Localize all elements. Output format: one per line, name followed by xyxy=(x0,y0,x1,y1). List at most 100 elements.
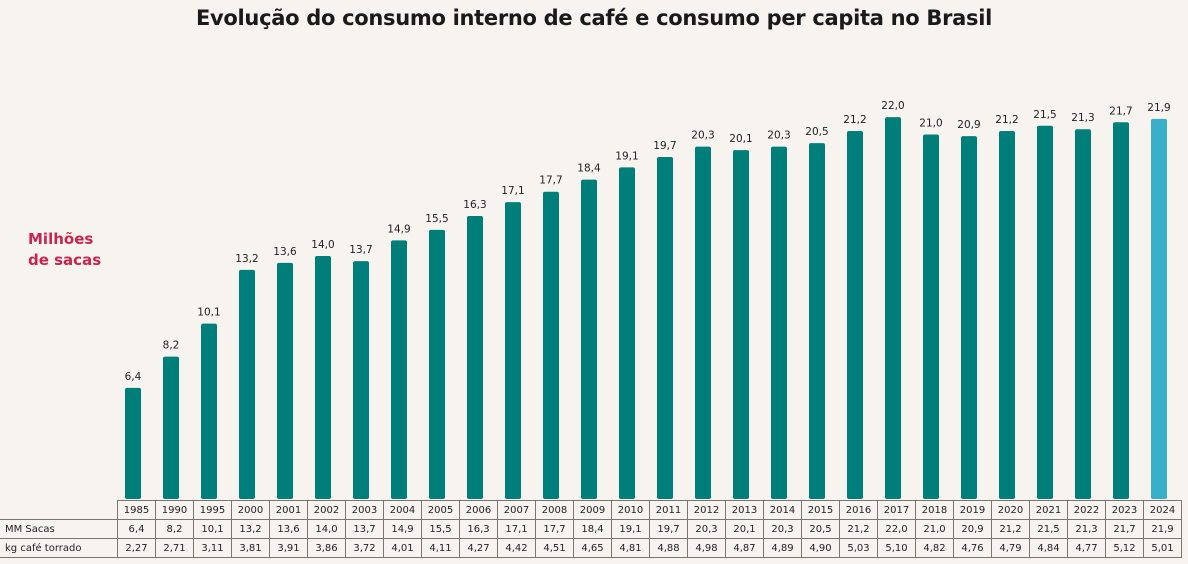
data-label-2000: 13,2 xyxy=(235,253,258,265)
data-label-2012: 20,3 xyxy=(691,130,714,142)
y-axis-label-line-1: Milhões xyxy=(28,230,94,248)
mm-sacas-cell-2019: 20,9 xyxy=(953,519,992,539)
kg-cafe-cell-2001: 3,91 xyxy=(269,538,308,558)
mm-sacas-cell-2015: 20,5 xyxy=(801,519,840,539)
kg-cafe-cell-2008: 4,51 xyxy=(535,538,574,558)
kg-cafe-cell-2005: 4,11 xyxy=(421,538,460,558)
year-cell-2006: 2006 xyxy=(459,500,498,520)
data-label-2007: 17,1 xyxy=(501,185,524,197)
mm-sacas-cell-2016: 21,2 xyxy=(839,519,878,539)
year-cell-2009: 2009 xyxy=(573,500,612,520)
table-row-years: 1985 1990 1995 2000 2001 2002 2003 2004 2005 2006… xyxy=(0,500,1182,520)
mm-sacas-cell-2010: 19,1 xyxy=(611,519,650,539)
mm-sacas-cell-2017: 22,0 xyxy=(877,519,916,539)
mm-sacas-cell-2000: 13,2 xyxy=(231,519,270,539)
data-label-2008: 17,7 xyxy=(539,175,562,187)
year-cell-2001: 2001 xyxy=(269,500,308,520)
data-label-2019: 20,9 xyxy=(957,119,980,131)
data-label-2014: 20,3 xyxy=(767,130,790,142)
bar-2024 xyxy=(1151,118,1167,499)
year-cell-2008: 2008 xyxy=(535,500,574,520)
table-row-mm-sacas: MM Sacas 6,4 8,2 10,1 13,2 13,6 14,0 13,7 14,9 15… xyxy=(0,519,1182,539)
data-label-2010: 19,1 xyxy=(615,150,638,162)
data-label-2024: 21,9 xyxy=(1147,102,1170,114)
year-cell-2005: 2005 xyxy=(421,500,460,520)
bar-2009 xyxy=(581,179,597,500)
year-cell-2020: 2020 xyxy=(991,500,1030,520)
kg-cafe-cell-2000: 3,81 xyxy=(231,538,270,558)
year-cell-2024: 2024 xyxy=(1143,500,1182,520)
data-label-2018: 21,0 xyxy=(919,117,942,129)
kg-cafe-cell-1985: 2,27 xyxy=(117,538,156,558)
mm-sacas-cell-2020: 21,2 xyxy=(991,519,1030,539)
kg-cafe-cell-2022: 4,77 xyxy=(1067,538,1106,558)
bar-2023 xyxy=(1113,122,1129,500)
mm-sacas-cell-2014: 20,3 xyxy=(763,519,802,539)
row-label-mm-sacas: MM Sacas xyxy=(0,519,118,539)
kg-cafe-cell-1995: 3,11 xyxy=(193,538,232,558)
bar-2005 xyxy=(429,229,445,500)
mm-sacas-cell-2002: 14,0 xyxy=(307,519,346,539)
year-cell-1995: 1995 xyxy=(193,500,232,520)
data-label-2002: 14,0 xyxy=(311,239,334,251)
bar-2014 xyxy=(771,146,787,500)
year-cell-2000: 2000 xyxy=(231,500,270,520)
year-cell-2014: 2014 xyxy=(763,500,802,520)
bar-2012 xyxy=(695,146,711,500)
year-cell-2012: 2012 xyxy=(687,500,726,520)
year-cell-2021: 2021 xyxy=(1029,500,1068,520)
data-table: 1985 1990 1995 2000 2001 2002 2003 2004 2005 2006… xyxy=(0,500,1182,558)
mm-sacas-cell-2007: 17,1 xyxy=(497,519,536,539)
bar-2000 xyxy=(239,269,255,499)
kg-cafe-cell-2013: 4,87 xyxy=(725,538,764,558)
data-label-2003: 13,7 xyxy=(349,244,372,256)
year-cell-2010: 2010 xyxy=(611,500,650,520)
bar-2006 xyxy=(467,216,483,500)
year-cell-2003: 2003 xyxy=(345,500,384,520)
bar-2001 xyxy=(277,262,293,499)
data-label-2013: 20,1 xyxy=(729,133,752,145)
mm-sacas-cell-2021: 21,5 xyxy=(1029,519,1068,539)
kg-cafe-cell-2024: 5,01 xyxy=(1143,538,1182,558)
kg-cafe-cell-2020: 4,79 xyxy=(991,538,1030,558)
data-label-2022: 21,3 xyxy=(1071,112,1094,124)
year-cell-2004: 2004 xyxy=(383,500,422,520)
row-label-kg-cafe: kg café torrado xyxy=(0,538,118,558)
year-cell-2016: 2016 xyxy=(839,500,878,520)
kg-cafe-cell-2019: 4,76 xyxy=(953,538,992,558)
chart-title: Evolução do consumo interno de café e co… xyxy=(195,6,993,30)
year-cell-1990: 1990 xyxy=(155,500,194,520)
mm-sacas-cell-1995: 10,1 xyxy=(193,519,232,539)
bar-2018 xyxy=(923,134,939,499)
mm-sacas-cell-2018: 21,0 xyxy=(915,519,954,539)
bar-2021 xyxy=(1037,125,1053,499)
bar-2013 xyxy=(733,150,749,499)
kg-cafe-cell-2007: 4,42 xyxy=(497,538,536,558)
bar-1985 xyxy=(125,387,141,499)
bar-2002 xyxy=(315,255,331,499)
data-label-2005: 15,5 xyxy=(425,213,448,225)
bars-group xyxy=(125,117,1167,500)
mm-sacas-cell-2012: 20,3 xyxy=(687,519,726,539)
data-label-2001: 13,6 xyxy=(273,246,297,258)
mm-sacas-cell-2006: 16,3 xyxy=(459,519,498,539)
kg-cafe-cell-2009: 4,65 xyxy=(573,538,612,558)
mm-sacas-cell-1990: 8,2 xyxy=(155,519,194,539)
data-label-2015: 20,5 xyxy=(805,126,828,138)
data-label-2020: 21,2 xyxy=(995,114,1018,126)
mm-sacas-cell-2011: 19,7 xyxy=(649,519,688,539)
data-label-2004: 14,9 xyxy=(387,223,410,235)
year-cell-1985: 1985 xyxy=(117,500,156,520)
data-label-1985: 6,4 xyxy=(125,371,142,383)
year-cell-2002: 2002 xyxy=(307,500,346,520)
kg-cafe-cell-2010: 4,81 xyxy=(611,538,650,558)
bar-2010 xyxy=(619,167,635,499)
bar-2019 xyxy=(961,136,977,499)
kg-cafe-cell-2011: 4,88 xyxy=(649,538,688,558)
bar-2020 xyxy=(999,130,1015,499)
kg-cafe-cell-2003: 3,72 xyxy=(345,538,384,558)
bar-2004 xyxy=(391,240,407,499)
table-corner xyxy=(0,500,118,520)
mm-sacas-cell-2001: 13,6 xyxy=(269,519,308,539)
y-axis-label-line-2: de sacas xyxy=(28,251,102,269)
